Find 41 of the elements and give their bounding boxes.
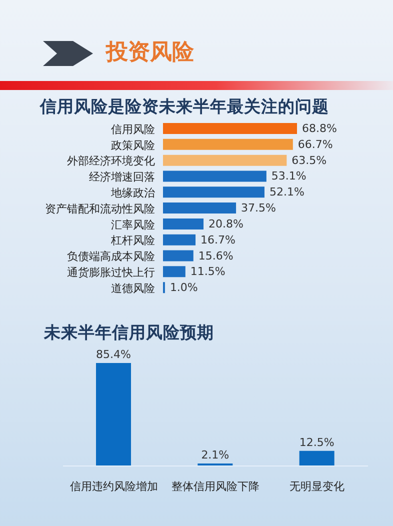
- data-label: 11.5%: [190, 265, 226, 278]
- data-label: 66.7%: [298, 138, 333, 151]
- y-tick-label: 经济增速回落: [89, 170, 155, 184]
- data-label: 63.5%: [292, 154, 327, 167]
- bar: [163, 266, 186, 278]
- data-label: 1.0%: [170, 281, 198, 294]
- x-tick-label: 整体信用风险下降: [172, 480, 260, 493]
- y-tick-label: 通货膨胀过快上行: [67, 266, 155, 280]
- data-label: 15.6%: [198, 249, 234, 262]
- y-tick-label: 杠杆风险: [110, 234, 155, 248]
- y-tick-label: 负债端高成本风险: [67, 250, 155, 264]
- bar: [163, 202, 236, 214]
- bar: [163, 154, 287, 166]
- chart-subtitle: 信用风险是险资未来半年最关注的问题: [40, 96, 329, 118]
- bar: [163, 123, 297, 134]
- y-tick-label: 地缘政治: [110, 186, 155, 200]
- y-tick-label: 外部经济环境变化: [67, 154, 155, 168]
- bar: [163, 170, 266, 182]
- bar: [163, 218, 204, 230]
- x-tick-label: 无明显变化: [290, 480, 345, 493]
- data-label: 16.7%: [200, 233, 236, 246]
- bar: [163, 250, 194, 262]
- data-label: 53.1%: [271, 170, 306, 183]
- chart-title: 投资风险: [106, 39, 194, 67]
- y-tick-label: 政策风险: [111, 138, 155, 152]
- data-label: 52.1%: [269, 186, 304, 199]
- data-label: 68.8%: [302, 122, 337, 135]
- data-label: 12.5%: [299, 436, 334, 449]
- y-tick-label: 信用风险: [111, 122, 155, 136]
- data-label: 20.8%: [208, 217, 244, 230]
- y-tick-label: 道德风险: [111, 282, 155, 295]
- y-tick-label: 汇率风险: [111, 218, 155, 232]
- bar: [163, 234, 196, 246]
- y-tick-label: 资产错配和流动性风险: [45, 202, 155, 216]
- chart-title: 未来半年信用风险预期: [44, 322, 214, 344]
- x-tick-label: 信用违约风险增加: [70, 480, 158, 493]
- bar: [163, 138, 293, 150]
- data-label: 37.5%: [241, 202, 276, 215]
- data-label: 2.1%: [201, 448, 230, 462]
- bar: [163, 186, 264, 198]
- data-label: 85.4%: [96, 348, 131, 361]
